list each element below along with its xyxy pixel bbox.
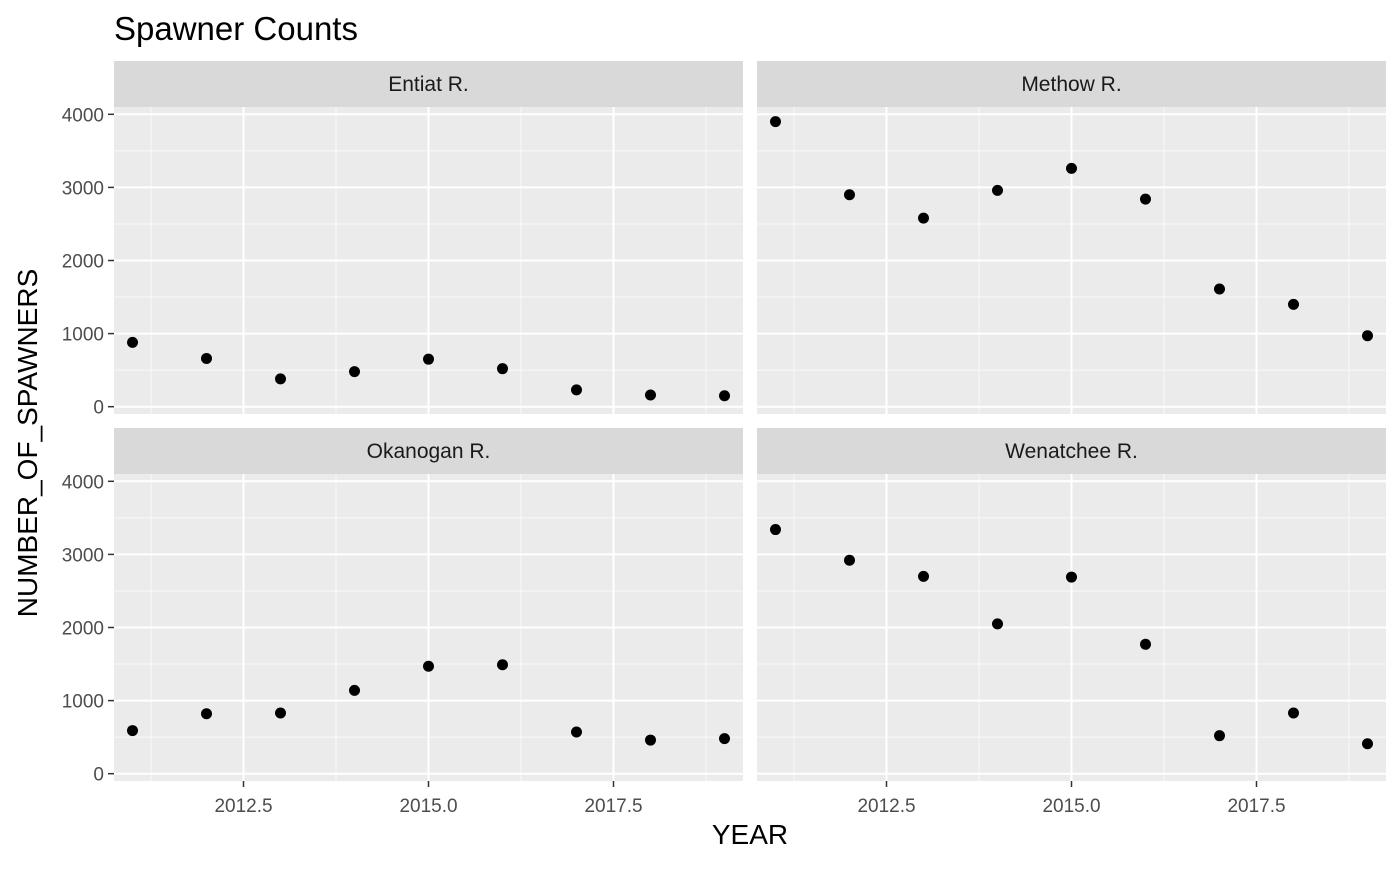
- data-point: [275, 373, 286, 385]
- data-point: [1214, 730, 1225, 742]
- y-axis-title: NUMBER_OF_SPAWNERS: [12, 269, 43, 618]
- x-tick-label: 2017.5: [1227, 796, 1285, 817]
- panel-okanogan-r: Okanogan R. 0 1000 2000 3000 4000 2012.5 2015.0…: [62, 428, 743, 817]
- y-tick-label: 3000: [62, 178, 104, 199]
- x-tick-label: 2017.5: [584, 796, 642, 817]
- y-tick-label: 4000: [62, 472, 104, 493]
- data-point: [201, 352, 212, 364]
- strip-background: [757, 61, 1386, 107]
- panel-wenatchee-r: Wenatchee R. 2012.5 2015.0 2017.5: [757, 428, 1386, 817]
- data-point: [1066, 571, 1077, 583]
- data-point: [645, 389, 656, 401]
- data-point: [1140, 638, 1151, 650]
- data-point: [497, 659, 508, 671]
- data-point: [719, 390, 730, 402]
- data-point: [127, 336, 138, 348]
- strip-label-methow-r: Methow R.: [1021, 73, 1121, 96]
- data-point: [349, 684, 360, 696]
- data-point: [423, 660, 434, 672]
- strip-label-okanogan-r: Okanogan R.: [367, 440, 491, 463]
- x-axis-title: YEAR: [712, 819, 788, 850]
- data-point: [1288, 707, 1299, 719]
- data-point: [1214, 283, 1225, 295]
- data-point: [719, 733, 730, 745]
- panel-entiat-r: Entiat R. 0 1000 2000 3000 4000: [62, 61, 743, 419]
- strip-label-entiat-r: Entiat R.: [388, 73, 469, 96]
- data-point: [201, 708, 212, 720]
- y-tick-label: 1000: [62, 325, 104, 346]
- strip-background: [114, 61, 743, 107]
- data-point: [645, 734, 656, 746]
- data-point: [992, 618, 1003, 630]
- data-point: [275, 707, 286, 719]
- y-tick-label: 4000: [62, 105, 104, 126]
- strip-label-wenatchee-r: Wenatchee R.: [1005, 440, 1138, 463]
- data-point: [1362, 738, 1373, 750]
- data-point: [1362, 330, 1373, 342]
- data-point: [571, 726, 582, 738]
- strip-background: [757, 428, 1386, 474]
- y-tick-label: 0: [93, 398, 104, 419]
- x-tick-label: 2015.0: [399, 796, 457, 817]
- panel-methow-r: Methow R.: [757, 61, 1386, 414]
- y-tick-label: 1000: [62, 692, 104, 713]
- chart-title: Spawner Counts: [114, 10, 358, 47]
- y-tick-label: 0: [93, 765, 104, 786]
- y-tick-label: 2000: [62, 619, 104, 640]
- data-point: [918, 570, 929, 582]
- panels-layer: Entiat R. 0 1000 2000 3000 4000 Methow R. Okano…: [62, 61, 1386, 817]
- data-point: [497, 363, 508, 375]
- x-tick-label: 2012.5: [857, 796, 915, 817]
- data-point: [844, 554, 855, 566]
- x-tick-label: 2015.0: [1042, 796, 1100, 817]
- data-point: [844, 189, 855, 201]
- strip-background: [114, 428, 743, 474]
- data-point: [770, 116, 781, 128]
- data-point: [1288, 298, 1299, 310]
- data-point: [1066, 162, 1077, 174]
- data-point: [992, 184, 1003, 196]
- y-tick-label: 3000: [62, 545, 104, 566]
- data-point: [423, 353, 434, 365]
- data-point: [770, 524, 781, 536]
- data-point: [1140, 193, 1151, 205]
- data-point: [127, 725, 138, 737]
- data-point: [571, 384, 582, 396]
- data-point: [349, 366, 360, 378]
- x-tick-label: 2012.5: [214, 796, 272, 817]
- data-point: [918, 212, 929, 224]
- y-tick-label: 2000: [62, 252, 104, 273]
